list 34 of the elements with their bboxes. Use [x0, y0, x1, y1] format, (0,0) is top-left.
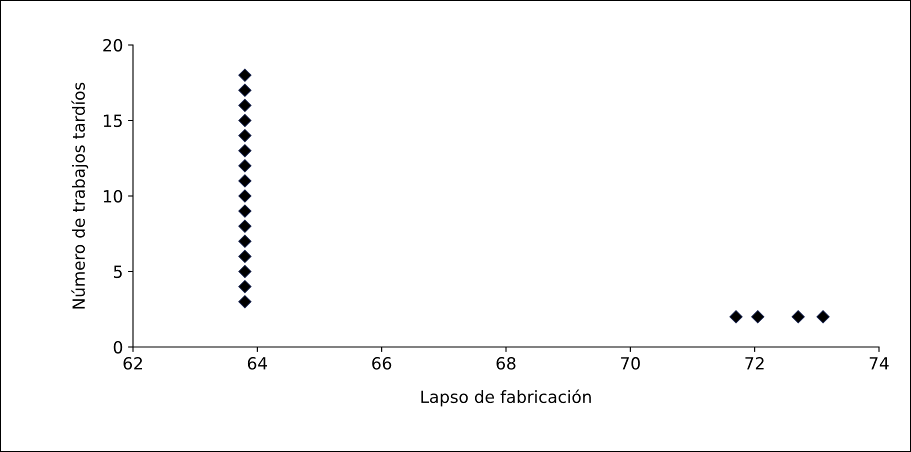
- x-tick-label: 70: [621, 357, 640, 370]
- point: [238, 114, 252, 128]
- point: [729, 310, 743, 324]
- point: [238, 98, 252, 112]
- y-tick-label: 0: [114, 340, 122, 354]
- x-tick-label: 74: [870, 357, 889, 370]
- point: [238, 280, 252, 294]
- point: [238, 220, 252, 233]
- point: [238, 204, 252, 218]
- y-tick-label: 15: [104, 114, 122, 128]
- point: [238, 84, 252, 97]
- y-tick-label: 5: [114, 266, 122, 278]
- x-tick-label: 68: [496, 357, 516, 370]
- point: [238, 234, 252, 248]
- point: [238, 159, 252, 172]
- y-tick-label: 10: [104, 190, 122, 203]
- point: [238, 128, 252, 142]
- x-tick-label: 72: [745, 357, 764, 370]
- point: [816, 310, 830, 324]
- point: [238, 68, 252, 82]
- point: [751, 310, 764, 324]
- x-tick-label: 66: [372, 357, 392, 370]
- x-axis-title: Lapso de fabricación: [421, 390, 591, 406]
- point: [238, 264, 252, 278]
- point: [238, 250, 252, 264]
- x-tick-label: 64: [248, 357, 267, 370]
- x-tick-label: 62: [124, 357, 142, 370]
- y-axis-title: Número de trabajos tardíos: [71, 82, 88, 308]
- y-tick-label: 20: [103, 38, 122, 52]
- point: [238, 189, 252, 203]
- point: [238, 295, 252, 308]
- point: [238, 144, 252, 158]
- point: [238, 174, 252, 188]
- point: [792, 310, 805, 324]
